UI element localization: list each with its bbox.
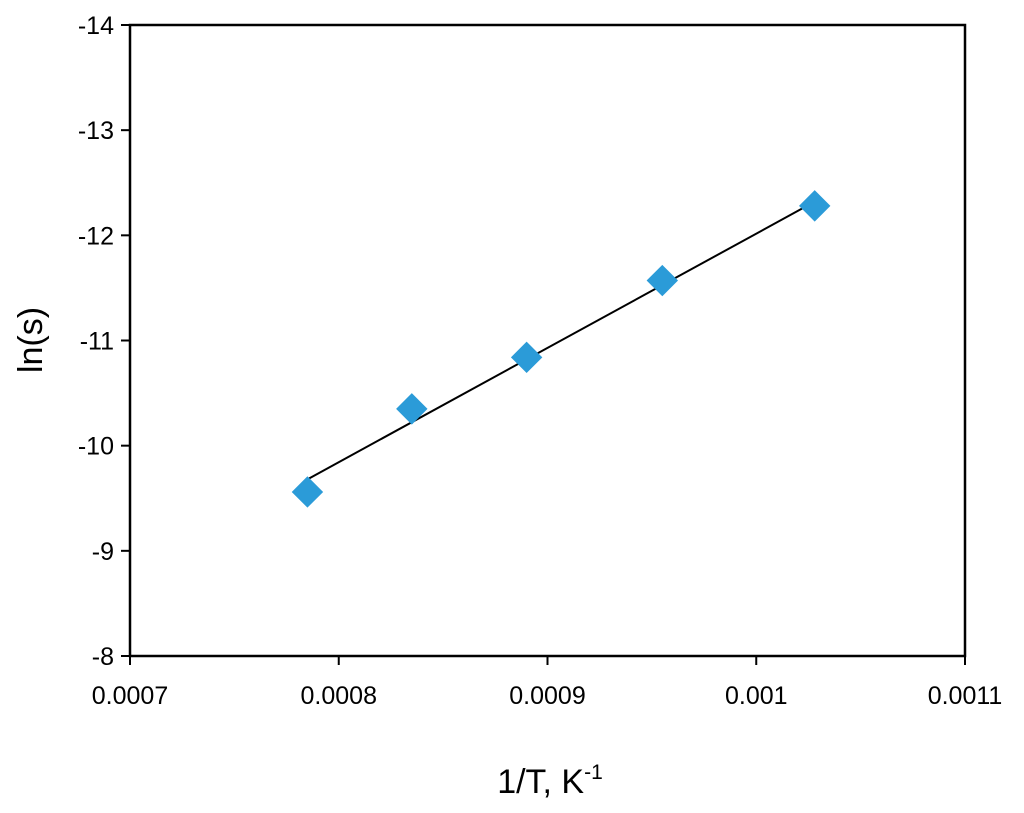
y-tick-label: -10 [78,433,114,461]
data-point [510,341,543,374]
x-axis: 0.0007 0.0008 0.0009 0.001 0.0011 [92,656,1003,710]
x-tick-label: 0.001 [725,682,788,710]
trendline [306,200,816,481]
data-point [646,264,679,297]
y-tick-label: -14 [78,12,114,40]
x-axis-title-text: 1/T, K [497,763,584,801]
data-point [396,393,428,425]
data-point [798,190,831,222]
x-axis-title-superscript: -1 [584,761,603,784]
y-tick-label: -8 [92,643,114,671]
x-tick-label: 0.0011 [928,682,1003,710]
x-tick-label: 0.0008 [301,682,377,710]
trendline-layer [306,200,816,481]
y-tick-label: -11 [80,328,114,356]
x-tick-label: 0.0009 [509,682,585,710]
points-layer [291,190,831,508]
x-tick-label: 0.0007 [92,682,168,710]
y-tick-label: -12 [78,222,114,250]
y-axis: -8 -9 -10 -11 -12 -13 -14 [78,12,130,671]
y-tick-label: -9 [92,538,114,566]
y-tick-label: -13 [78,117,114,145]
y-axis-title: ln(s) [12,307,50,373]
data-point [291,476,324,508]
x-axis-title: 1/T, K-1 [497,761,603,801]
